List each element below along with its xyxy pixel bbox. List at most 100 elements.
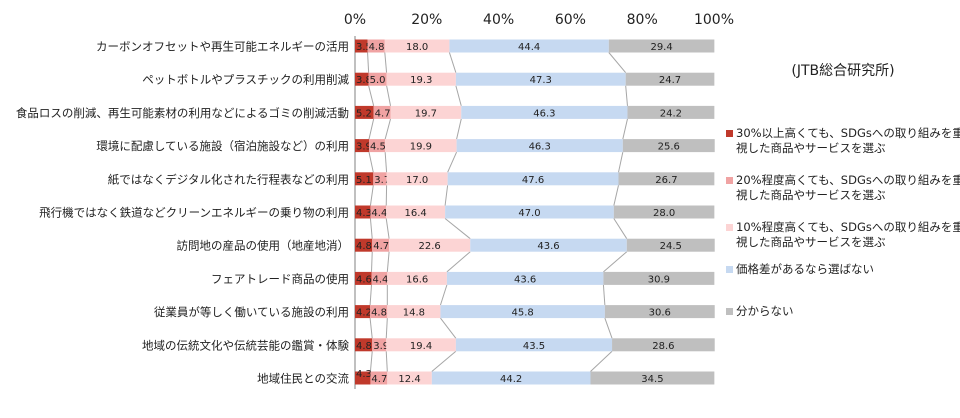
series-connector-line <box>449 53 455 73</box>
data-label: 44.4 <box>518 42 540 53</box>
data-label: 47.0 <box>518 208 540 219</box>
data-label: 5.1 <box>356 175 372 186</box>
data-label: 45.8 <box>512 308 534 319</box>
series-connector-line <box>386 351 387 371</box>
series-connector-line <box>386 219 389 239</box>
data-label: 26.7 <box>655 175 677 186</box>
category-label: 環境に配慮している施設（宿泊施設など）の利用 <box>96 139 349 153</box>
x-tick-label: 20% <box>411 12 442 28</box>
data-label: 4.7 <box>375 108 391 119</box>
legend-swatch <box>726 224 733 231</box>
series-connector-line <box>370 219 372 239</box>
legend-swatch <box>726 308 733 315</box>
x-tick-label: 80% <box>627 12 658 28</box>
category-label: 従業員が等しく働いている施設の利用 <box>154 305 349 319</box>
data-label: 43.6 <box>537 241 559 252</box>
series-connector-line <box>456 86 461 106</box>
legend-swatch <box>726 266 733 273</box>
x-tick-label: 40% <box>483 12 514 28</box>
series-connector-line <box>603 252 626 272</box>
data-label: 22.6 <box>419 241 441 252</box>
data-label: 19.4 <box>410 341 432 352</box>
series-connector-line <box>457 119 462 139</box>
series-connector-line <box>603 285 604 305</box>
data-label: 4.6 <box>356 274 372 285</box>
category-label: 飛行機ではなく鉄道などクリーンエネルギーの乗り物の利用 <box>39 206 349 220</box>
data-label: 4.3 <box>356 208 372 219</box>
data-label: 4.4 <box>371 208 387 219</box>
data-label: 4.5 <box>370 142 386 153</box>
series-connector-line <box>626 86 628 106</box>
data-label: 19.9 <box>410 142 432 153</box>
category-label: 地域住民との交流 <box>257 372 349 386</box>
series-connector-line <box>370 285 371 305</box>
data-label: 5.2 <box>356 108 372 119</box>
x-tick-label: 100% <box>694 12 734 28</box>
series-connector-line <box>591 351 613 371</box>
series-connector-line <box>614 185 619 205</box>
series-connector-line <box>440 285 446 305</box>
series-connector-line <box>370 318 372 338</box>
data-label: 24.5 <box>660 241 682 252</box>
series-connector-line <box>619 152 623 172</box>
series-connector-line <box>368 53 369 73</box>
data-label: 46.3 <box>529 142 551 153</box>
series-connector-line <box>387 86 391 106</box>
category-label: 訪問地の産品の使用（地産地消） <box>177 239 350 253</box>
legend-label: 分からない <box>736 304 794 318</box>
data-label: 30.9 <box>648 274 670 285</box>
data-label: 12.4 <box>398 374 420 385</box>
data-label: 4.7 <box>373 241 389 252</box>
data-label: 43.6 <box>514 274 536 285</box>
legend-swatch <box>726 177 733 184</box>
data-label: 18.0 <box>406 42 428 53</box>
data-label: 4.4 <box>373 274 389 285</box>
series-connector-line <box>447 252 470 272</box>
series-connector-line <box>370 185 373 205</box>
data-label: 4.3 <box>356 369 372 380</box>
data-label: 5.0 <box>370 75 386 86</box>
series-connector-line <box>387 252 389 272</box>
source-note: (JTB総合研究所) <box>748 60 938 80</box>
category-label: ペットボトルやプラスチックの利用削減 <box>142 73 349 87</box>
data-label: 4.7 <box>371 374 387 385</box>
data-label: 30.6 <box>649 308 671 319</box>
series-connector-line <box>440 318 455 338</box>
data-label: 4.8 <box>369 42 385 53</box>
series-connector-line <box>605 318 612 338</box>
data-label: 47.6 <box>522 175 544 186</box>
data-label: 19.3 <box>410 75 432 86</box>
category-label: 地域の伝統文化や伝統芸能の鑑賞・体験 <box>142 338 349 352</box>
series-connector-line <box>445 219 470 239</box>
data-label: 24.7 <box>659 75 681 86</box>
series-connector-line <box>385 152 386 172</box>
series-connector-line <box>385 53 387 73</box>
legend-item: 分からない <box>724 304 960 319</box>
series-connector-line <box>448 152 457 172</box>
x-tick-label: 60% <box>555 12 586 28</box>
legend-label: 20%程度高くても、SDGsへの取り組みを重視した商品やサービスを選ぶ <box>736 173 960 202</box>
legend-item: 30%以上高くても、SDGsへの取り組みを重視した商品やサービスを選ぶ <box>724 126 960 156</box>
series-connector-line <box>609 53 626 73</box>
legend-item: 20%程度高くても、SDGsへの取り組みを重視した商品やサービスを選ぶ <box>724 173 960 203</box>
series-connector-line <box>623 119 628 139</box>
data-label: 24.2 <box>660 108 682 119</box>
data-label: 34.5 <box>641 374 663 385</box>
data-label: 16.6 <box>406 274 428 285</box>
legend-label: 10%程度高くても、SDGsへの取り組みを重視した商品やサービスを選ぶ <box>736 220 960 249</box>
data-label: 44.2 <box>500 374 522 385</box>
data-label: 4.8 <box>356 341 372 352</box>
legend-swatch <box>726 130 733 137</box>
legend-label: 価格差があるなら選ばない <box>736 262 874 276</box>
series-connector-line <box>432 351 456 371</box>
data-label: 43.5 <box>523 341 545 352</box>
data-label: 4.8 <box>371 308 387 319</box>
category-label: 紙ではなくデジタル化された行程表などの利用 <box>108 172 349 186</box>
data-label: 4.2 <box>356 308 372 319</box>
data-label: 17.0 <box>406 175 428 186</box>
category-label: 食品ロスの削減、再生可能素材の利用などによるゴミの削減活動 <box>16 106 349 120</box>
data-label: 47.3 <box>530 75 552 86</box>
series-connector-line <box>386 318 387 338</box>
series-connector-line <box>372 252 373 272</box>
data-label: 19.7 <box>415 108 437 119</box>
